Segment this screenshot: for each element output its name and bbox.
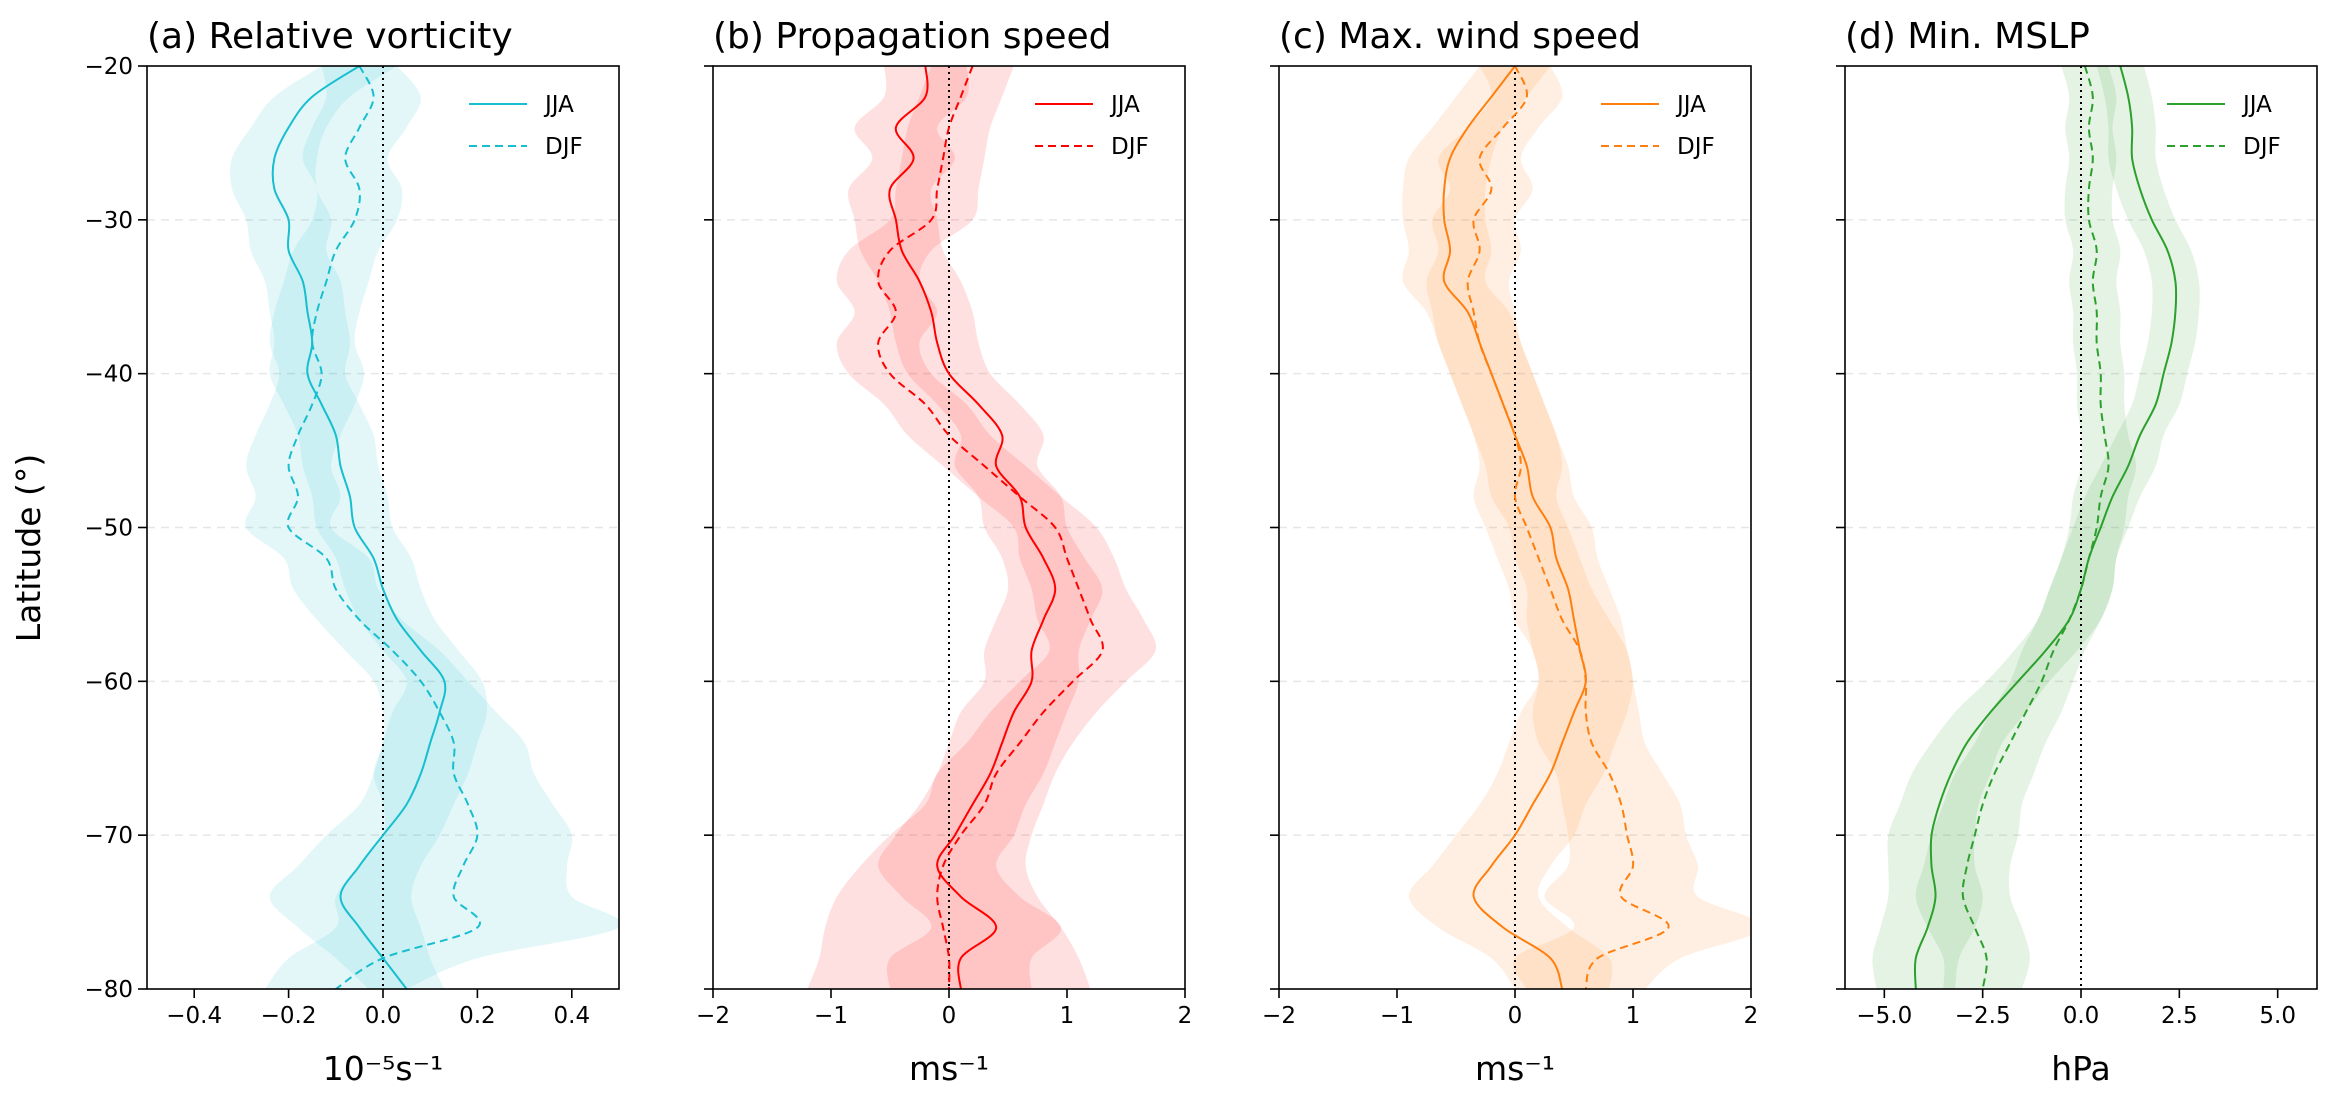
y-tick-label: −70 — [84, 823, 133, 849]
panel-title: (a) Relative vorticity — [147, 16, 513, 57]
band-djf — [807, 66, 1157, 989]
plot-area — [147, 66, 619, 989]
legend-label-jja: JJA — [1109, 92, 1140, 118]
x-tick-label: 0.0 — [2063, 1003, 2100, 1029]
x-tick-label: −2 — [1262, 1003, 1296, 1029]
x-tick-label: 0 — [942, 1003, 957, 1029]
y-tick-label: −20 — [84, 54, 133, 80]
x-tick-label: −0.4 — [166, 1003, 222, 1029]
legend-label-djf: DJF — [1677, 134, 1715, 160]
series-line-jja — [1913, 66, 2178, 989]
band-jja — [1402, 66, 1633, 989]
x-tick-label: −1 — [814, 1003, 848, 1029]
legend-label-jja: JJA — [2241, 92, 2272, 118]
y-tick-label: −30 — [84, 208, 133, 234]
x-axis-label: ms⁻¹ — [909, 1049, 989, 1088]
panel-1: −0.4 −0.2 0.0 0.2 0.4 −80 −70 −60 −50 −40 −30 −20 (a… — [84, 16, 620, 1088]
panel-3: −2 −1 0 1 2 (c) Max. wind speed ms⁻¹ JJA DJF — [1262, 16, 1759, 1088]
panel-4: −5.0 −2.5 0.0 2.5 5.0 (d) Min. MSLP hPa JJA DJF — [1836, 16, 2318, 1088]
series-line-djf — [877, 66, 1104, 989]
y-tick-label: −40 — [84, 362, 133, 388]
plot-area — [713, 66, 1185, 989]
x-tick-label: −2 — [696, 1003, 730, 1029]
band-djf — [245, 66, 619, 989]
band-jja — [847, 66, 1103, 989]
series-line-jja — [1442, 66, 1587, 989]
x-tick-label: 1 — [1060, 1003, 1075, 1029]
plot-area — [1845, 66, 2317, 989]
y-tick-label: −60 — [84, 669, 133, 695]
panel-title: (c) Max. wind speed — [1279, 16, 1641, 57]
series-line-djf — [1466, 66, 1670, 989]
x-tick-label: 2 — [1178, 1003, 1193, 1029]
x-tick-label: 0.2 — [459, 1003, 496, 1029]
series-line-jja — [888, 66, 1057, 989]
x-tick-label: 5.0 — [2259, 1003, 2296, 1029]
series-line-jja — [271, 66, 447, 989]
legend-label-djf: DJF — [2243, 134, 2281, 160]
x-tick-label: −2.5 — [1955, 1003, 2011, 1029]
x-tick-label: 0.0 — [365, 1003, 402, 1029]
x-tick-label: −1 — [1380, 1003, 1414, 1029]
panels: −0.4 −0.2 0.0 0.2 0.4−80−70−60−50−40−30−20(a… — [84, 16, 2318, 1088]
x-tick-label: 0 — [1508, 1003, 1523, 1029]
x-tick-label: 0.4 — [554, 1003, 591, 1029]
x-tick-label: 1 — [1626, 1003, 1641, 1029]
x-axis-label: ms⁻¹ — [1475, 1049, 1555, 1088]
band-djf — [1426, 66, 1751, 989]
panel-title: (d) Min. MSLP — [1845, 16, 2090, 57]
x-tick-label: −0.2 — [261, 1003, 317, 1029]
band-djf — [1915, 66, 2137, 989]
legend-label-jja: JJA — [1675, 92, 1706, 118]
y-tick-label: −50 — [84, 516, 133, 542]
x-axis-label: 10⁻⁵s⁻¹ — [323, 1049, 443, 1088]
panel-title: (b) Propagation speed — [713, 16, 1111, 57]
legend-label-djf: DJF — [1111, 134, 1149, 160]
plot-area — [1279, 66, 1751, 989]
legend-label-djf: DJF — [545, 134, 583, 160]
x-axis-label: hPa — [2051, 1049, 2111, 1088]
band-jja — [229, 66, 488, 989]
series-line-djf — [1961, 66, 2110, 989]
x-tick-label: −5.0 — [1856, 1003, 1912, 1029]
x-tick-label: 2 — [1744, 1003, 1759, 1029]
panel-2: −2 −1 0 1 2 (b) Propagation speed ms⁻¹ JJA DJF — [696, 16, 1192, 1088]
y-tick-label: −80 — [84, 977, 133, 1003]
x-tick-label: 2.5 — [2161, 1003, 2198, 1029]
legend-label-jja: JJA — [543, 92, 574, 118]
band-jja — [1872, 66, 2200, 989]
figure-y-axis-label: Latitude (°) — [9, 454, 48, 643]
series-line-djf — [286, 66, 481, 989]
